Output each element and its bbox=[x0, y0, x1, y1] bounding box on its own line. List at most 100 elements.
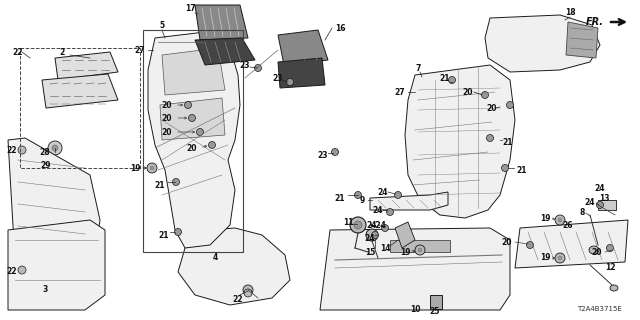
Circle shape bbox=[394, 191, 401, 198]
Circle shape bbox=[196, 129, 204, 135]
Circle shape bbox=[147, 163, 157, 173]
Circle shape bbox=[354, 221, 362, 229]
Text: 20: 20 bbox=[487, 103, 497, 113]
Text: 21: 21 bbox=[155, 180, 165, 189]
Text: 12: 12 bbox=[605, 263, 615, 273]
Circle shape bbox=[150, 166, 154, 170]
Polygon shape bbox=[278, 58, 325, 88]
Circle shape bbox=[371, 231, 378, 238]
Polygon shape bbox=[320, 228, 510, 310]
Polygon shape bbox=[148, 32, 240, 248]
Text: 27: 27 bbox=[395, 87, 405, 97]
Ellipse shape bbox=[610, 285, 618, 291]
Text: 24: 24 bbox=[378, 188, 388, 196]
Text: 26: 26 bbox=[563, 220, 573, 229]
Bar bbox=[598, 200, 616, 210]
Polygon shape bbox=[195, 38, 255, 65]
Circle shape bbox=[173, 179, 179, 186]
Polygon shape bbox=[405, 65, 515, 218]
Circle shape bbox=[332, 148, 339, 156]
Text: 14: 14 bbox=[380, 244, 390, 252]
Polygon shape bbox=[370, 192, 448, 210]
Circle shape bbox=[555, 253, 565, 263]
Text: 2: 2 bbox=[60, 47, 65, 57]
Text: 21: 21 bbox=[159, 230, 169, 239]
Text: 16: 16 bbox=[335, 23, 345, 33]
Bar bbox=[430, 295, 442, 309]
Text: 27: 27 bbox=[134, 45, 145, 54]
Circle shape bbox=[506, 101, 513, 108]
Text: 29: 29 bbox=[41, 161, 51, 170]
Circle shape bbox=[355, 191, 362, 198]
Polygon shape bbox=[160, 98, 225, 140]
Polygon shape bbox=[55, 52, 118, 80]
Text: 24: 24 bbox=[595, 183, 605, 193]
Circle shape bbox=[418, 248, 422, 252]
Circle shape bbox=[555, 215, 565, 225]
Text: 22: 22 bbox=[7, 268, 17, 276]
Text: 4: 4 bbox=[212, 253, 218, 262]
Text: 3: 3 bbox=[42, 285, 47, 294]
Text: 24: 24 bbox=[367, 220, 377, 229]
Text: ←24: ←24 bbox=[369, 220, 387, 229]
Text: 10: 10 bbox=[410, 306, 420, 315]
Text: 22: 22 bbox=[13, 47, 23, 57]
Text: 20: 20 bbox=[502, 237, 512, 246]
Circle shape bbox=[502, 164, 509, 172]
Text: 18: 18 bbox=[564, 7, 575, 17]
Text: 8: 8 bbox=[579, 207, 585, 217]
Polygon shape bbox=[566, 22, 598, 58]
Text: 23: 23 bbox=[240, 60, 250, 69]
Polygon shape bbox=[485, 15, 600, 72]
Circle shape bbox=[184, 101, 191, 108]
Text: 24: 24 bbox=[365, 234, 375, 243]
Circle shape bbox=[527, 242, 534, 249]
Circle shape bbox=[558, 218, 562, 222]
Text: 20: 20 bbox=[162, 100, 172, 109]
Bar bbox=[143, 30, 243, 252]
Polygon shape bbox=[42, 74, 118, 108]
Text: FR.: FR. bbox=[586, 17, 604, 27]
Text: 15: 15 bbox=[365, 247, 375, 257]
Polygon shape bbox=[178, 228, 290, 305]
Polygon shape bbox=[395, 222, 415, 248]
Circle shape bbox=[48, 141, 62, 155]
Text: 20: 20 bbox=[162, 114, 172, 123]
Circle shape bbox=[607, 244, 614, 252]
Text: 21: 21 bbox=[440, 74, 451, 83]
Circle shape bbox=[558, 256, 562, 260]
Circle shape bbox=[486, 134, 493, 141]
Circle shape bbox=[381, 225, 388, 231]
Text: 7: 7 bbox=[415, 63, 420, 73]
Text: 17: 17 bbox=[185, 4, 195, 12]
Circle shape bbox=[366, 229, 378, 241]
Text: 25: 25 bbox=[430, 308, 440, 316]
Circle shape bbox=[350, 217, 366, 233]
Text: 21: 21 bbox=[516, 165, 527, 174]
Text: 13: 13 bbox=[599, 194, 609, 203]
Bar bbox=[390, 240, 450, 252]
Text: 19: 19 bbox=[130, 164, 140, 172]
Text: 24: 24 bbox=[372, 205, 383, 214]
Text: 23: 23 bbox=[317, 150, 328, 159]
Circle shape bbox=[175, 228, 182, 236]
Text: 19: 19 bbox=[540, 253, 550, 262]
Circle shape bbox=[244, 289, 252, 297]
Circle shape bbox=[596, 202, 604, 209]
Polygon shape bbox=[162, 48, 225, 95]
Text: 22: 22 bbox=[7, 146, 17, 155]
Text: 28: 28 bbox=[40, 148, 51, 156]
Text: 20: 20 bbox=[162, 127, 172, 137]
Bar bbox=[20, 48, 140, 168]
Circle shape bbox=[287, 78, 294, 85]
Text: 19: 19 bbox=[540, 213, 550, 222]
Text: 23: 23 bbox=[273, 74, 284, 83]
Text: 11: 11 bbox=[343, 218, 353, 227]
Polygon shape bbox=[278, 30, 328, 65]
Polygon shape bbox=[8, 138, 100, 260]
Text: 22: 22 bbox=[233, 295, 243, 305]
Polygon shape bbox=[195, 5, 248, 40]
Text: 5: 5 bbox=[159, 20, 164, 29]
Text: 24: 24 bbox=[585, 197, 595, 206]
Text: T2A4B3715E: T2A4B3715E bbox=[577, 306, 622, 312]
